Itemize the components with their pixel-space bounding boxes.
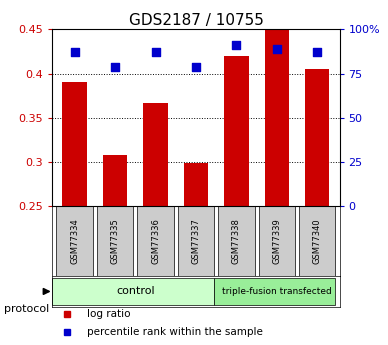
Bar [56, 206, 93, 276]
Point [314, 50, 320, 55]
Bar [265, 29, 289, 206]
Bar [218, 206, 255, 276]
Bar [299, 206, 336, 276]
Text: GSM77338: GSM77338 [232, 218, 241, 264]
Bar [178, 206, 214, 276]
Point [152, 50, 159, 55]
Bar [214, 278, 336, 305]
Point [112, 64, 118, 69]
Point [71, 50, 78, 55]
Bar [144, 103, 168, 206]
Text: percentile rank within the sample: percentile rank within the sample [87, 327, 263, 337]
Bar [224, 56, 248, 206]
Bar [305, 69, 329, 206]
Point [193, 64, 199, 69]
Text: GSM77337: GSM77337 [191, 218, 201, 264]
Bar [137, 206, 174, 276]
Bar [52, 278, 214, 305]
Text: triple-fusion transfected: triple-fusion transfected [222, 287, 332, 296]
Text: GSM77339: GSM77339 [272, 218, 281, 264]
Text: GSM77335: GSM77335 [111, 218, 120, 264]
Text: GSM77336: GSM77336 [151, 218, 160, 264]
Bar [103, 155, 127, 206]
Text: GSM77334: GSM77334 [70, 218, 79, 264]
Bar [62, 82, 87, 206]
Point [233, 42, 239, 48]
Text: control: control [116, 286, 154, 296]
Text: protocol: protocol [4, 304, 49, 314]
Bar [259, 206, 295, 276]
Bar [184, 163, 208, 206]
Text: GSM77340: GSM77340 [313, 218, 322, 264]
Title: GDS2187 / 10755: GDS2187 / 10755 [128, 13, 263, 28]
Point [274, 46, 280, 51]
Text: log ratio: log ratio [87, 309, 130, 319]
Bar [97, 206, 133, 276]
